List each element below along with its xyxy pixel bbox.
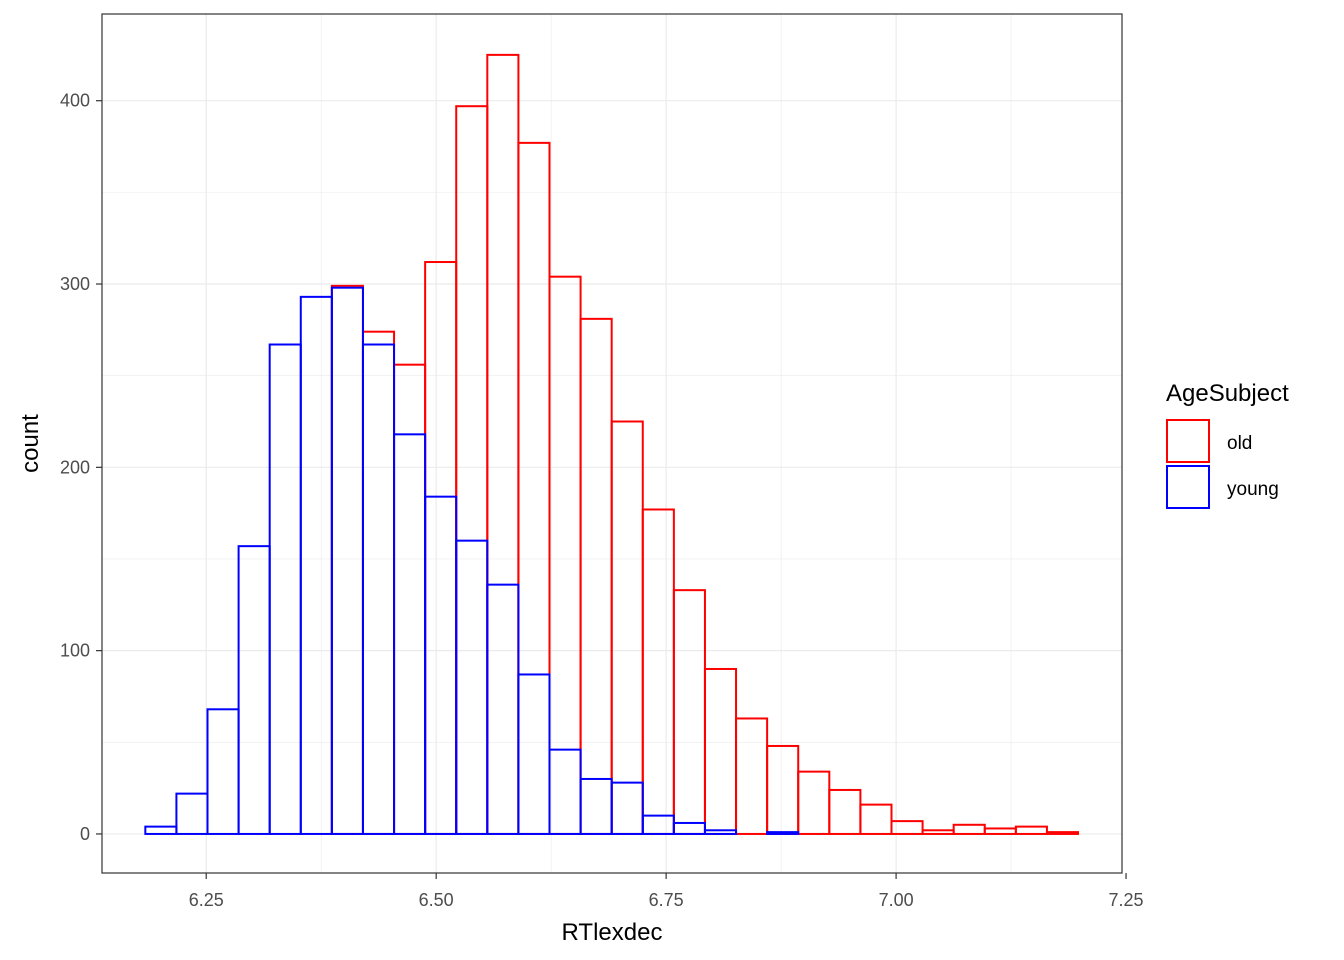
bar-young: [766, 831, 800, 835]
x-tick-label: 7.25: [1109, 890, 1144, 910]
bar-old: [859, 803, 893, 835]
x-tick-label: 6.25: [189, 890, 224, 910]
y-tick-label: 0: [80, 824, 90, 844]
legend: AgeSubject old young: [1166, 380, 1289, 509]
y-axis-title: count: [17, 414, 44, 473]
axes: 6.25 6.50 6.75 7.00 7.25 0 100 200 300 400: [60, 91, 1144, 910]
bar-young: [672, 821, 706, 835]
bar-young: [703, 829, 738, 835]
y-tick-label: 200: [60, 457, 90, 477]
x-tick-label: 6.50: [419, 890, 454, 910]
bar-old: [1014, 825, 1048, 835]
y-tick-label: 400: [60, 91, 90, 111]
y-tick-label: 300: [60, 274, 90, 294]
legend-key-old: [1166, 419, 1210, 463]
legend-label-young: young: [1227, 479, 1279, 500]
bar-old: [1045, 831, 1080, 835]
legend-label-old: old: [1227, 433, 1252, 454]
y-tick-label: 100: [60, 641, 90, 661]
bars: [144, 53, 1080, 835]
x-tick-label: 7.00: [879, 890, 914, 910]
series-young: [144, 286, 800, 835]
legend-title: AgeSubject: [1166, 380, 1289, 407]
panel-border: [101, 13, 1123, 874]
bar-young: [610, 781, 644, 835]
legend-key-young: [1166, 465, 1210, 509]
x-tick-label: 6.75: [649, 890, 684, 910]
x-axis-title: RTlexdec: [562, 919, 663, 946]
bar-old: [890, 820, 924, 835]
